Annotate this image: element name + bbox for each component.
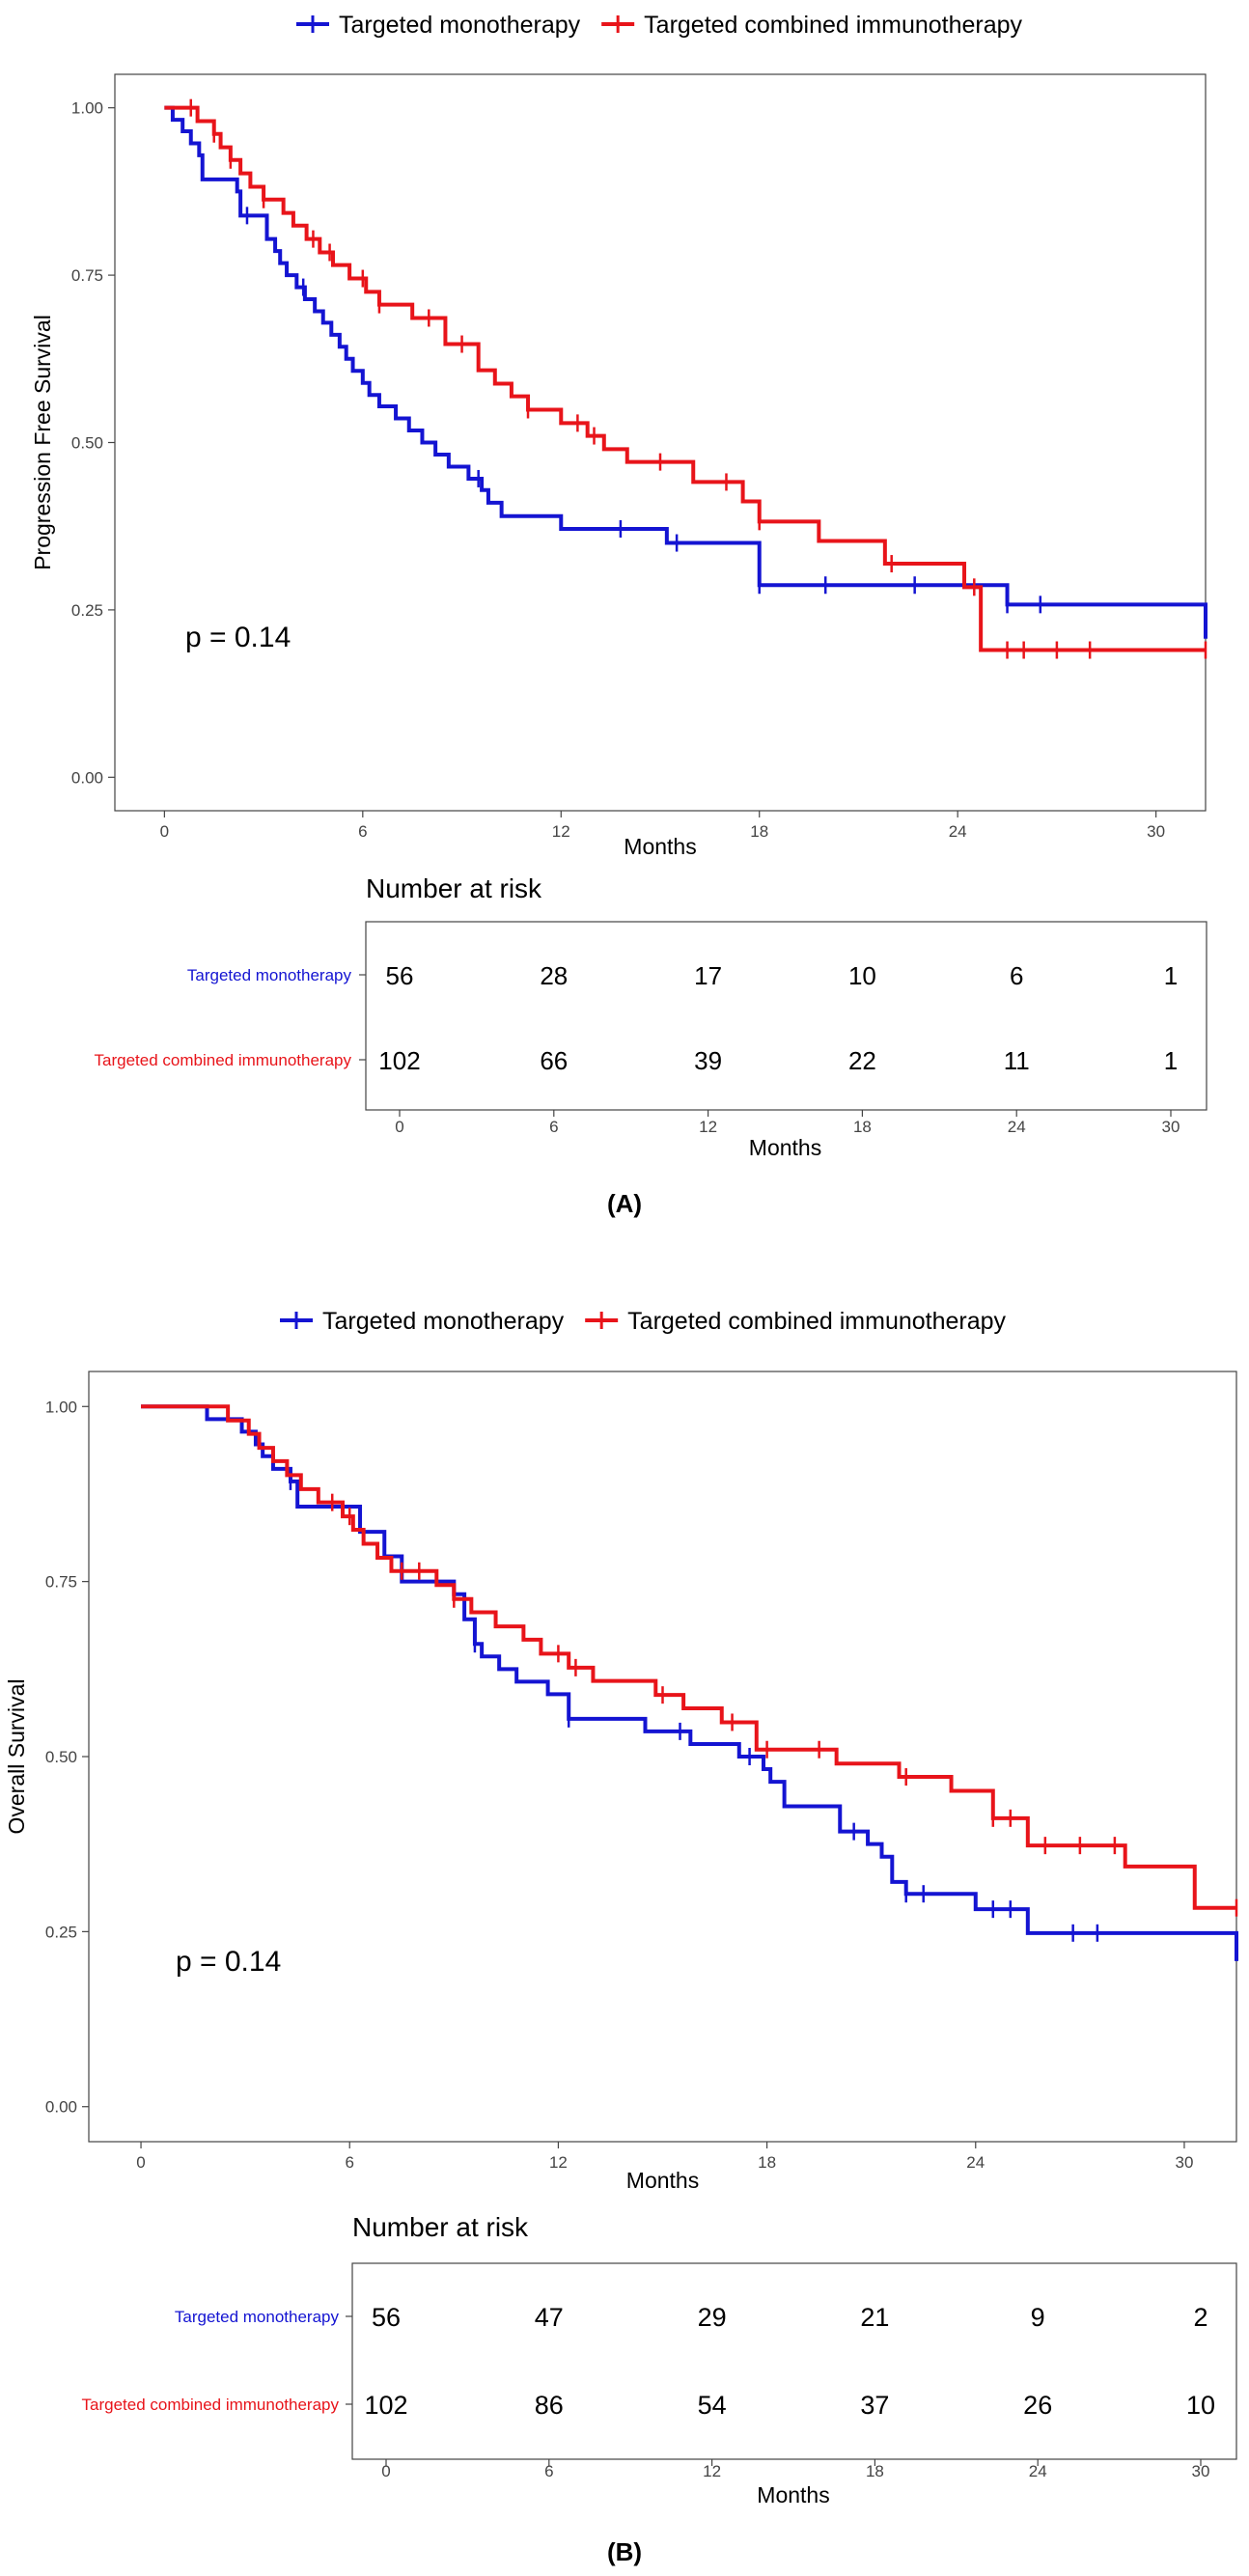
risk-row-label: Targeted monotherapy [187,966,352,984]
risk-x-tick-label: 18 [853,1118,872,1136]
x-tick-label: 6 [345,2153,353,2172]
risk-count: 102 [378,1046,420,1075]
legend-label-0: Targeted monotherapy [339,12,581,39]
risk-count: 86 [535,2391,564,2420]
risk-count: 9 [1031,2303,1045,2332]
risk-x-tick-label: 12 [699,1118,717,1136]
risk-table-frame [351,2262,1237,2460]
risk-count: 54 [698,2391,727,2420]
y-tick-label: 0.25 [45,1923,77,1941]
risk-count: 47 [535,2303,564,2332]
risk-count: 2 [1193,2303,1207,2332]
risk-count: 39 [694,1046,722,1075]
risk-count: 37 [860,2391,889,2420]
survival-curve-0 [141,1404,1238,1961]
risk-count: 22 [848,1046,876,1075]
y-tick-label: 0.75 [45,1573,77,1592]
risk-count: 26 [1023,2391,1052,2420]
risk-x-tick-label: 6 [549,1118,558,1136]
x-tick-label: 24 [949,822,967,841]
y-tick-label: 1.00 [45,1398,77,1416]
panel-label: (B) [607,2537,642,2566]
risk-x-tick-label: 30 [1192,2462,1210,2480]
x-tick-label: 0 [160,822,169,841]
risk-count: 10 [848,961,876,990]
x-axis-title: Months [624,834,696,859]
risk-x-tick-label: 0 [395,1118,403,1136]
risk-count: 21 [860,2303,889,2332]
x-tick-label: 0 [136,2153,145,2172]
survival-curve-1 [164,105,1206,652]
risk-count: 1 [1164,961,1178,990]
risk-table-title: Number at risk [352,2212,529,2242]
chart-panel-0: Targeted monotherapy Targeted combined im… [30,12,1207,1218]
risk-count: 1 [1164,1046,1178,1075]
risk-table-frame [365,921,1207,1111]
y-tick-label: 0.75 [71,266,103,285]
risk-count: 29 [698,2303,727,2332]
x-tick-label: 18 [750,822,768,841]
y-tick-label: 0.25 [71,601,103,620]
survival-curve-0 [164,105,1207,639]
x-axis-title: Months [626,2168,699,2193]
plot-frame [88,1371,1237,2143]
risk-x-tick-label: 0 [381,2462,390,2480]
risk-x-axis-title: Months [749,1135,821,1160]
risk-count: 66 [540,1046,568,1075]
risk-row-label: Targeted monotherapy [175,2308,340,2326]
p-value-label: p = 0.14 [176,1946,281,1978]
risk-x-tick-label: 6 [544,2462,553,2480]
risk-count: 6 [1010,961,1023,990]
y-axis-title: Progression Free Survival [30,315,55,570]
risk-row-label: Targeted combined immunotherapy [82,2396,340,2414]
y-axis-title: Overall Survival [4,1678,29,1834]
y-tick-label: 0.00 [71,768,103,787]
risk-x-tick-label: 30 [1162,1118,1180,1136]
y-tick-label: 1.00 [71,99,103,118]
legend-label-1: Targeted combined immunotherapy [627,1308,1006,1335]
y-tick-label: 0.00 [45,2098,77,2117]
x-tick-label: 18 [758,2153,776,2172]
y-tick-label: 0.50 [71,434,103,453]
x-tick-label: 24 [966,2153,985,2172]
risk-count: 17 [694,961,722,990]
p-value-label: p = 0.14 [185,622,291,653]
legend-label-0: Targeted monotherapy [322,1308,565,1335]
survival-curve-1 [141,1404,1236,1910]
risk-x-tick-label: 24 [1008,1118,1026,1136]
risk-count: 10 [1186,2391,1215,2420]
x-tick-label: 30 [1175,2153,1193,2172]
risk-row-label: Targeted combined immunotherapy [95,1051,352,1069]
panel-label: (A) [607,1189,642,1218]
y-tick-label: 0.50 [45,1748,77,1766]
x-tick-label: 6 [358,822,367,841]
risk-count: 11 [1004,1046,1030,1075]
risk-count: 102 [364,2391,407,2420]
chart-panel-1: Targeted monotherapy Targeted combined im… [4,1308,1238,2566]
risk-count: 56 [372,2303,401,2332]
x-tick-label: 12 [552,822,570,841]
risk-x-tick-label: 24 [1029,2462,1047,2480]
plot-frame [114,73,1207,812]
legend-label-1: Targeted combined immunotherapy [644,12,1022,39]
risk-x-axis-title: Months [757,2482,829,2507]
risk-count: 28 [540,961,568,990]
x-tick-label: 12 [549,2153,568,2172]
x-tick-label: 30 [1147,822,1165,841]
risk-x-tick-label: 18 [866,2462,884,2480]
risk-count: 56 [386,961,414,990]
risk-table-title: Number at risk [366,873,542,903]
risk-x-tick-label: 12 [703,2462,721,2480]
